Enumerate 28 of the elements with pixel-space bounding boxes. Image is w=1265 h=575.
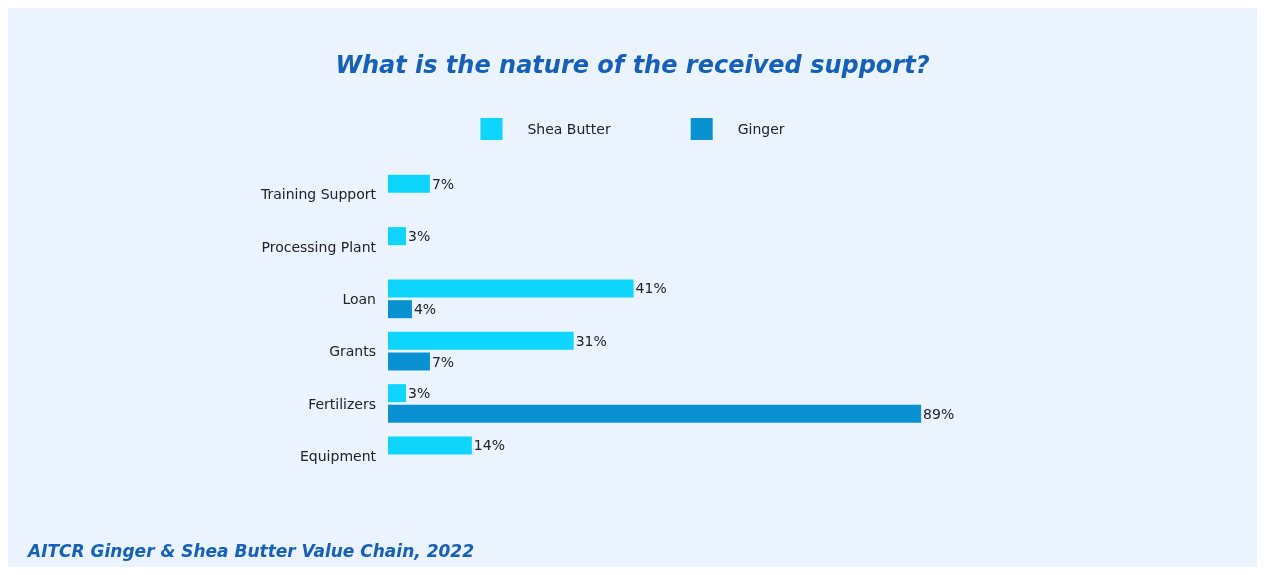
bar [388, 331, 574, 350]
y-tick-label: Training Support [259, 186, 377, 203]
chart-title: What is the nature of the received support? [335, 51, 930, 79]
bar [388, 279, 634, 298]
data-label: 31% [575, 332, 607, 349]
bar [388, 436, 472, 455]
bar [388, 404, 922, 423]
bar [388, 174, 430, 193]
y-tick-label: Loan [342, 290, 376, 307]
y-tick-label: Equipment [300, 447, 377, 464]
data-label: 41% [635, 280, 667, 297]
legend-label: Ginger [737, 121, 785, 137]
data-label: 89% [923, 405, 955, 422]
y-tick-label: Grants [329, 343, 376, 360]
y-tick-label: Processing Plant [261, 238, 377, 255]
bar [388, 352, 430, 371]
data-label: 7% [431, 175, 455, 192]
data-label: 4% [413, 301, 437, 318]
data-label: 3% [407, 385, 431, 402]
bar [388, 300, 412, 319]
bar [388, 227, 406, 246]
text: AITCR Ginger & Shea Butter Value Chain, 2022 [26, 540, 474, 561]
data-label: 3% [407, 228, 431, 245]
data-label: 7% [431, 353, 455, 370]
bar [388, 384, 406, 403]
y-tick-label: Fertilizers [308, 395, 376, 412]
data-label: 14% [473, 437, 505, 454]
legend-label: Shea Butter [527, 121, 611, 137]
